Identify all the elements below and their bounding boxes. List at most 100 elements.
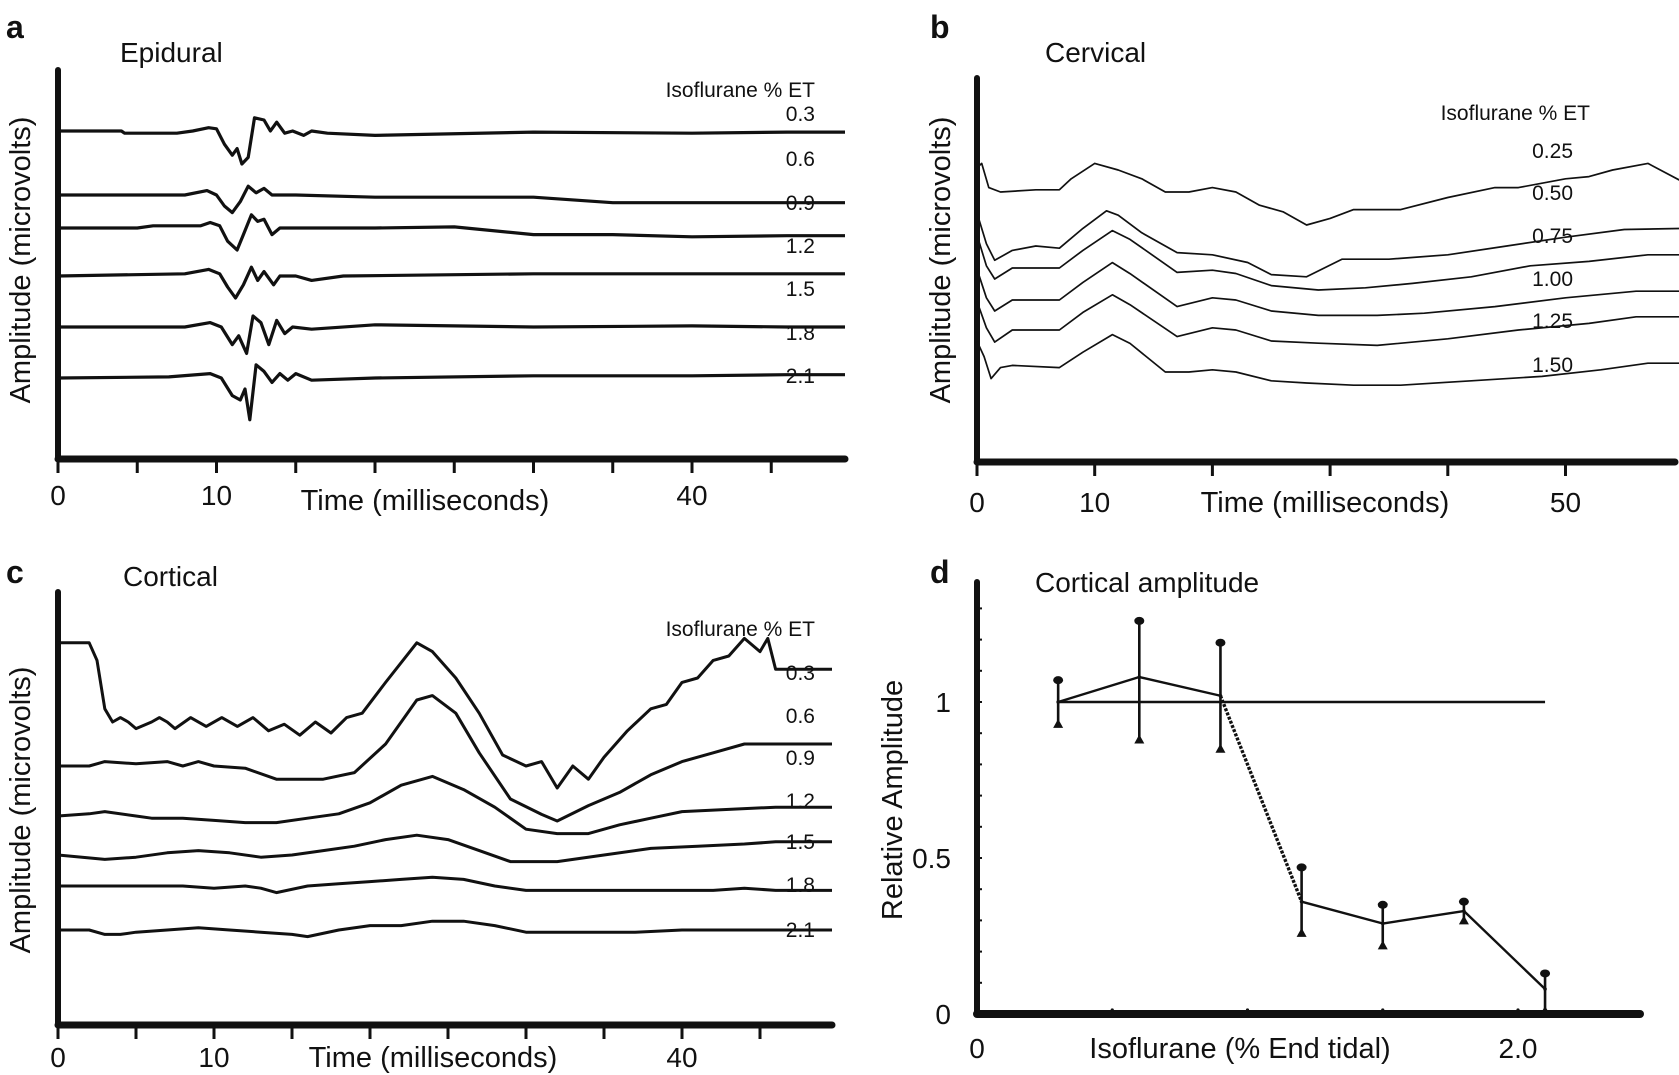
legend-value: 0.9	[786, 747, 815, 770]
legend-values: 0.30.60.91.21.51.82.1	[786, 103, 815, 388]
error-cap-lower	[1458, 915, 1469, 925]
trace-0-6	[58, 694, 832, 823]
y-axis-label: Amplitude (microvolts)	[5, 667, 37, 954]
y-tick-label: 0	[935, 999, 951, 1030]
error-cap-upper	[1296, 863, 1307, 872]
legend-value: 2.1	[786, 365, 815, 388]
panel-title: Cortical amplitude	[1035, 567, 1259, 598]
legend-value: 0.25	[1532, 140, 1573, 163]
series-segment	[1301, 900, 1384, 925]
axes	[973, 579, 1644, 1018]
trace-1-8	[57, 363, 845, 422]
legend-values: 0.30.60.91.21.51.82.1	[786, 662, 815, 942]
x-tick-label: 0	[969, 487, 985, 518]
y-tick-label: 1	[935, 687, 951, 718]
panel-cortical: c Cortical Amplitude (microvolts) Time (…	[5, 554, 836, 1074]
y-axis-label: Amplitude (microvolts)	[925, 117, 957, 404]
legend-value: 1.25	[1532, 310, 1573, 333]
y-axis-label: Relative Amplitude	[877, 680, 909, 920]
legend-value: 0.75	[1532, 225, 1573, 248]
error-cap-lower	[1215, 743, 1226, 753]
error-cap-lower	[1377, 940, 1388, 950]
panel-letter: b	[930, 9, 950, 45]
trace-0-75	[976, 229, 1679, 291]
trace-0-9	[58, 213, 845, 252]
error-cap-lower	[1134, 734, 1145, 744]
traces	[57, 636, 832, 939]
x-axis-label: Time (milliseconds)	[301, 485, 550, 517]
legend-value: 0.3	[786, 662, 815, 685]
legend-value: 0.6	[786, 705, 815, 728]
data-marks	[1053, 616, 1551, 1015]
x-tick-label: 10	[201, 480, 232, 511]
x-minor-tick	[1245, 1008, 1250, 1012]
x-tick-label: 0	[969, 1033, 985, 1064]
traces	[57, 116, 845, 422]
x-tick-label: 10	[1079, 487, 1110, 518]
data-point	[1218, 693, 1223, 698]
trace-1-2	[57, 265, 845, 300]
x-ticks: 0 10 50	[969, 462, 1581, 518]
x-minor-tick	[1381, 1008, 1385, 1012]
x-tick-label: 50	[1550, 487, 1581, 518]
data-point	[1056, 700, 1060, 704]
legend-value: 1.00	[1532, 268, 1573, 291]
error-cap-upper	[1053, 676, 1064, 685]
panel-title: Cervical	[1045, 37, 1146, 68]
legend-title: Isoflurane % ET	[666, 618, 816, 641]
panel-epidural: a Epidural Amplitude (microvolts) Time (…	[5, 9, 849, 517]
legend-value: 1.2	[786, 790, 815, 813]
data-point	[1380, 921, 1385, 926]
x-axis-label: Isoflurane (% End tidal)	[1089, 1033, 1390, 1065]
x-tick-label: 40	[676, 480, 707, 511]
series-segment	[1382, 909, 1465, 925]
y-tick-label: 0.5	[912, 843, 951, 874]
x-ticks: 0 10 40	[50, 1025, 762, 1073]
legend-title: Isoflurane % ET	[666, 79, 816, 102]
x-tick-label: 2.0	[1499, 1033, 1538, 1064]
series-segment	[1463, 910, 1546, 990]
trace-2-1	[58, 919, 832, 939]
trace-1-00	[976, 261, 1679, 317]
trace-0-50	[976, 209, 1679, 278]
legend-value: 1.8	[786, 874, 815, 897]
trace-1-5	[58, 314, 845, 355]
panel-title: Epidural	[120, 37, 223, 68]
panel-letter: c	[6, 554, 24, 590]
traces	[976, 162, 1679, 387]
legend-value: 0.50	[1532, 182, 1573, 205]
series-segment	[1218, 695, 1304, 903]
legend-value: 0.3	[786, 103, 815, 126]
x-axis-label: Time (milliseconds)	[1201, 487, 1450, 519]
ticks: 0 0.5 1 0 2.0	[912, 607, 1538, 1064]
trace-1-8	[58, 875, 832, 895]
data-point	[1299, 899, 1304, 904]
data-point	[1462, 909, 1466, 913]
error-cap-upper	[1134, 616, 1145, 625]
trace-1-50	[976, 333, 1679, 387]
trace-0-3	[58, 116, 845, 166]
data-point	[1543, 987, 1547, 991]
error-cap-upper	[1540, 969, 1551, 978]
legend-value: 1.5	[786, 278, 815, 301]
legend-value: 1.50	[1532, 354, 1573, 377]
y-axis-label: Amplitude (microvolts)	[5, 117, 37, 404]
x-minor-tick	[1516, 1008, 1520, 1012]
error-cap-upper	[1458, 897, 1469, 906]
legend-title: Isoflurane % ET	[1441, 102, 1591, 125]
legend-value: 0.6	[786, 148, 815, 171]
x-tick-label: 0	[50, 480, 66, 511]
x-tick-label: 0	[50, 1042, 66, 1073]
x-axis-label: Time (milliseconds)	[309, 1042, 558, 1074]
trace-1-25	[976, 293, 1679, 347]
legend-value: 1.2	[786, 235, 815, 258]
panel-cortical-amplitude: d Cortical amplitude Relative Amplitude …	[877, 554, 1644, 1065]
error-cap-upper	[1377, 900, 1388, 909]
panel-title: Cortical	[123, 561, 218, 592]
series-segment	[1057, 675, 1140, 704]
trace-0-25	[976, 162, 1679, 226]
trace-0-9	[57, 774, 832, 836]
error-cap-upper	[1215, 638, 1226, 647]
error-cap-lower	[1540, 1005, 1551, 1015]
